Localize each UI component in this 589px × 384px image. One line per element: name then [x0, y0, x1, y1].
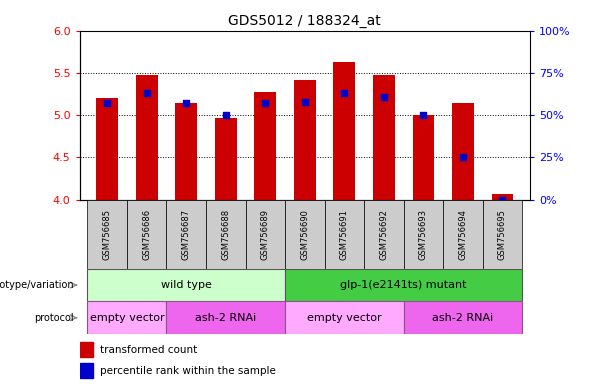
- Text: GSM756695: GSM756695: [498, 209, 507, 260]
- Text: protocol: protocol: [34, 313, 74, 323]
- Text: ash-2 RNAi: ash-2 RNAi: [195, 313, 256, 323]
- Bar: [373, 74, 395, 200]
- FancyBboxPatch shape: [87, 269, 285, 301]
- Bar: [492, 194, 513, 200]
- FancyBboxPatch shape: [87, 301, 167, 334]
- Bar: [333, 62, 355, 200]
- FancyBboxPatch shape: [403, 200, 443, 269]
- FancyBboxPatch shape: [285, 301, 403, 334]
- Text: transformed count: transformed count: [100, 345, 197, 355]
- Text: GSM756685: GSM756685: [102, 209, 112, 260]
- Text: GSM756686: GSM756686: [142, 209, 151, 260]
- Text: glp-1(e2141ts) mutant: glp-1(e2141ts) mutant: [340, 280, 467, 290]
- Text: GSM756688: GSM756688: [221, 209, 230, 260]
- Bar: [97, 98, 118, 200]
- FancyBboxPatch shape: [403, 301, 522, 334]
- Bar: [136, 74, 158, 200]
- FancyBboxPatch shape: [167, 200, 206, 269]
- FancyBboxPatch shape: [167, 301, 285, 334]
- Point: [221, 112, 230, 118]
- Text: GSM756687: GSM756687: [182, 209, 191, 260]
- Point: [379, 94, 389, 100]
- FancyBboxPatch shape: [285, 200, 325, 269]
- Text: empty vector: empty vector: [90, 313, 164, 323]
- Text: GSM756693: GSM756693: [419, 209, 428, 260]
- Text: genotype/variation: genotype/variation: [0, 280, 74, 290]
- FancyBboxPatch shape: [364, 200, 403, 269]
- Point: [142, 90, 151, 96]
- FancyBboxPatch shape: [443, 200, 482, 269]
- Point: [458, 154, 468, 161]
- Text: wild type: wild type: [161, 280, 211, 290]
- Bar: [80, 363, 93, 378]
- Text: GSM756694: GSM756694: [458, 209, 468, 260]
- Bar: [176, 103, 197, 200]
- Bar: [80, 342, 93, 357]
- FancyBboxPatch shape: [87, 200, 127, 269]
- Bar: [294, 80, 316, 200]
- FancyBboxPatch shape: [127, 200, 167, 269]
- FancyBboxPatch shape: [325, 200, 364, 269]
- Point: [300, 99, 310, 105]
- Point: [102, 100, 112, 106]
- FancyBboxPatch shape: [246, 200, 285, 269]
- Text: GSM756690: GSM756690: [300, 209, 309, 260]
- FancyBboxPatch shape: [285, 269, 522, 301]
- Point: [340, 90, 349, 96]
- Bar: [452, 103, 474, 200]
- Bar: [215, 118, 237, 200]
- Bar: [254, 91, 276, 200]
- Point: [419, 112, 428, 118]
- Text: percentile rank within the sample: percentile rank within the sample: [100, 366, 276, 376]
- Text: ash-2 RNAi: ash-2 RNAi: [432, 313, 494, 323]
- FancyBboxPatch shape: [482, 200, 522, 269]
- FancyBboxPatch shape: [206, 200, 246, 269]
- Text: GSM756692: GSM756692: [379, 209, 388, 260]
- Point: [498, 197, 507, 203]
- Text: GSM756691: GSM756691: [340, 209, 349, 260]
- Text: empty vector: empty vector: [307, 313, 382, 323]
- Title: GDS5012 / 188324_at: GDS5012 / 188324_at: [229, 14, 381, 28]
- Point: [181, 100, 191, 106]
- Bar: [412, 115, 434, 200]
- Text: GSM756689: GSM756689: [261, 209, 270, 260]
- Point: [260, 100, 270, 106]
